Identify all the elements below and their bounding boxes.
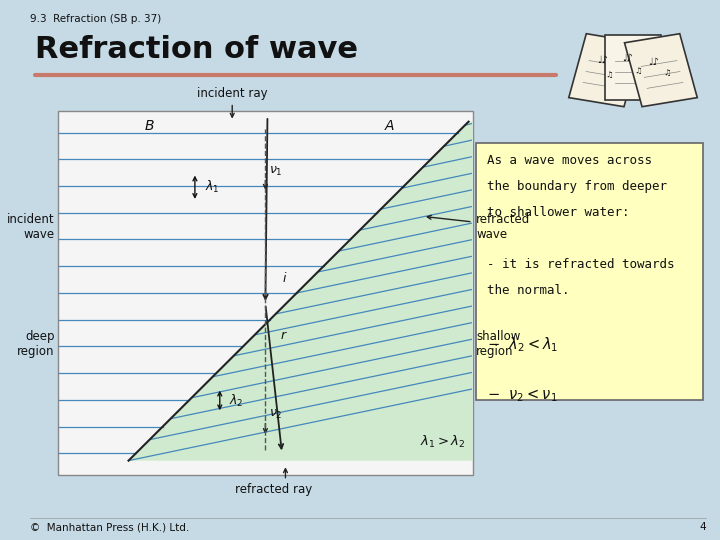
Text: ©  Manhattan Press (H.K.) Ltd.: © Manhattan Press (H.K.) Ltd. — [30, 522, 189, 532]
Text: r: r — [281, 329, 286, 342]
Text: A: A — [385, 119, 395, 133]
Text: deep
region: deep region — [17, 330, 55, 358]
Text: incident
wave: incident wave — [7, 213, 55, 241]
Text: $\lambda_1$: $\lambda_1$ — [205, 179, 220, 195]
Text: Refraction of wave: Refraction of wave — [35, 35, 358, 64]
Text: ♫: ♫ — [663, 68, 670, 77]
FancyBboxPatch shape — [624, 33, 697, 107]
Text: ♩♪: ♩♪ — [648, 57, 659, 67]
Text: the boundary from deeper: the boundary from deeper — [487, 180, 667, 193]
Text: ♩♪: ♩♪ — [622, 53, 633, 63]
Polygon shape — [129, 122, 473, 461]
Text: i: i — [283, 272, 287, 285]
Text: $\nu_1$: $\nu_1$ — [269, 164, 282, 178]
Text: As a wave moves across: As a wave moves across — [487, 154, 652, 167]
Text: $\lambda_2$: $\lambda_2$ — [229, 393, 243, 409]
Text: $-\ \ \nu_2 < \nu_1$: $-\ \ \nu_2 < \nu_1$ — [487, 387, 557, 404]
Text: 4: 4 — [700, 522, 706, 532]
Bar — [58, 111, 473, 475]
Text: $-\ \ \lambda_2 < \lambda_1$: $-\ \ \lambda_2 < \lambda_1$ — [487, 335, 558, 354]
Text: ♫: ♫ — [606, 70, 613, 79]
Text: to shallower water:: to shallower water: — [487, 206, 629, 219]
Text: shallow
region: shallow region — [476, 330, 521, 358]
Text: ♫: ♫ — [634, 66, 642, 75]
Text: ♩♪: ♩♪ — [597, 55, 608, 65]
Text: refracted ray: refracted ray — [235, 483, 312, 496]
Text: the normal.: the normal. — [487, 284, 569, 296]
Text: $\lambda_1 > \lambda_2$: $\lambda_1 > \lambda_2$ — [420, 434, 466, 450]
Text: refracted
wave: refracted wave — [476, 213, 531, 241]
FancyBboxPatch shape — [569, 33, 642, 107]
Text: - it is refracted towards: - it is refracted towards — [487, 258, 674, 271]
Text: B: B — [145, 119, 154, 133]
FancyBboxPatch shape — [605, 35, 661, 100]
Text: $\nu_2$: $\nu_2$ — [269, 408, 282, 421]
Text: incident ray: incident ray — [197, 87, 268, 100]
FancyBboxPatch shape — [476, 143, 703, 400]
Text: 9.3  Refraction (SB p. 37): 9.3 Refraction (SB p. 37) — [30, 14, 161, 24]
